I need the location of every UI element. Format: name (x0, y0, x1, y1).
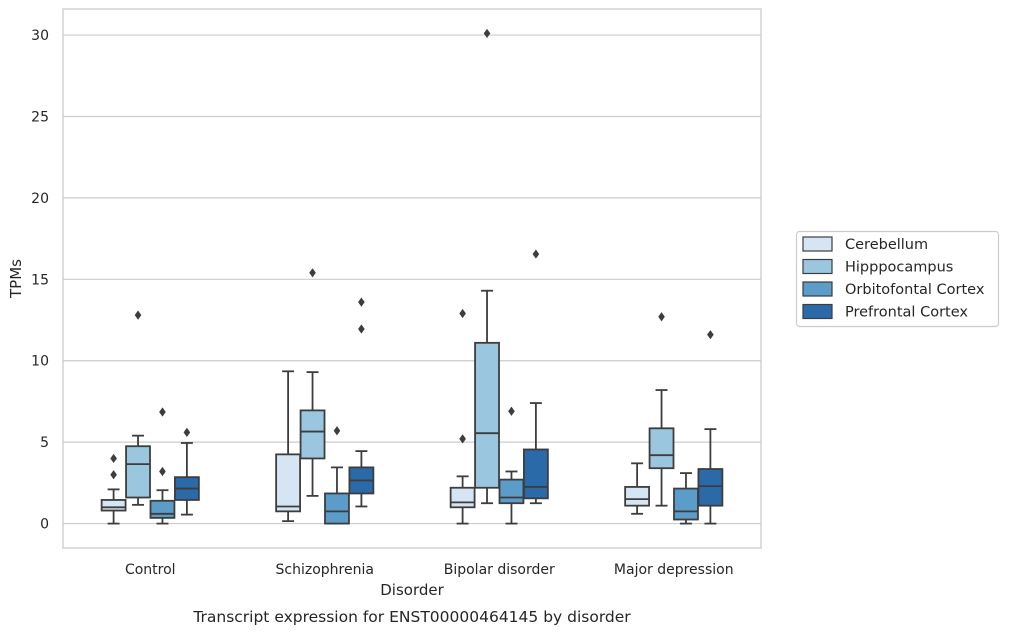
x-axis-label: Disorder (380, 581, 444, 599)
x-axis-ticks: Control Schizophrenia Bipolar disorder Majo… (125, 562, 734, 578)
box-group (523, 249, 549, 505)
outlier-point (110, 453, 117, 464)
outlier-point (309, 268, 316, 278)
box-group (673, 472, 699, 525)
plot-frame (62, 8, 762, 549)
box (498, 478, 525, 505)
outlier-point (333, 426, 341, 436)
legend-frame (795, 230, 1000, 328)
outlier-point (159, 466, 166, 477)
y-tick-label: 10 (31, 354, 49, 370)
outlier-point (110, 470, 117, 480)
box-group (174, 427, 200, 516)
box-group (299, 268, 326, 497)
box-group (324, 426, 350, 525)
outlier-point (483, 28, 491, 39)
box (299, 409, 326, 460)
box (449, 486, 476, 509)
box (149, 499, 176, 519)
outlier-point (358, 324, 365, 334)
outlier-point (532, 249, 540, 259)
box (100, 499, 127, 512)
outlier-point (658, 312, 665, 322)
y-tick-label: 15 (31, 272, 49, 288)
outlier-point (459, 434, 466, 444)
box (474, 341, 500, 489)
box-group (348, 297, 375, 508)
legend-swatch (802, 303, 833, 320)
box (648, 427, 675, 470)
y-tick-label: 0 (40, 517, 49, 533)
y-tick-label: 25 (31, 109, 49, 125)
box-group (100, 453, 127, 525)
legend-swatch (802, 258, 833, 275)
outlier-point (134, 310, 142, 320)
box (324, 492, 350, 525)
box-group (125, 310, 151, 506)
outlier-point (358, 297, 365, 307)
legend-label: Cerebellum (845, 237, 928, 253)
outlier-point (159, 407, 166, 417)
box-group (648, 312, 675, 507)
box (275, 453, 301, 513)
y-tick-label: 30 (31, 28, 49, 44)
box-group (275, 370, 301, 523)
y-axis-label: TPMs (7, 259, 25, 299)
box-group (149, 407, 176, 525)
legend-label: Prefrontal Cortex (845, 305, 968, 321)
x-tick-label: Bipolar disorder (444, 562, 555, 578)
legend-label: Hipppocampus (845, 260, 953, 276)
outlier-point (508, 406, 515, 416)
box-group (697, 330, 724, 525)
legend: Cerebellum Hipppocampus Orbitofontal Corte… (795, 230, 1000, 328)
box (624, 486, 650, 507)
outlier-point (183, 427, 191, 437)
box-group (449, 308, 476, 525)
x-tick-label: Schizophrenia (276, 562, 374, 578)
gridlines (63, 34, 761, 525)
box (125, 445, 151, 499)
outlier-point (459, 308, 466, 319)
legend-label: Orbitofontal Cortex (845, 282, 985, 298)
legend-swatch (802, 281, 833, 297)
y-tick-label: 5 (40, 435, 49, 451)
y-tick-label: 20 (31, 191, 49, 207)
box-group (474, 28, 500, 505)
box (523, 448, 549, 500)
x-tick-label: Major depression (614, 562, 734, 578)
y-axis-ticks: 0 5 10 15 20 25 30 (31, 28, 49, 533)
box (697, 468, 724, 507)
box-group (624, 462, 650, 515)
legend-swatch (802, 236, 833, 252)
box (673, 487, 699, 521)
chart-caption: Transcript expression for ENST0000046414… (192, 608, 631, 626)
outlier-point (707, 330, 714, 340)
plot-area (100, 28, 724, 525)
x-tick-label: Control (125, 562, 176, 578)
box-group (498, 406, 525, 525)
